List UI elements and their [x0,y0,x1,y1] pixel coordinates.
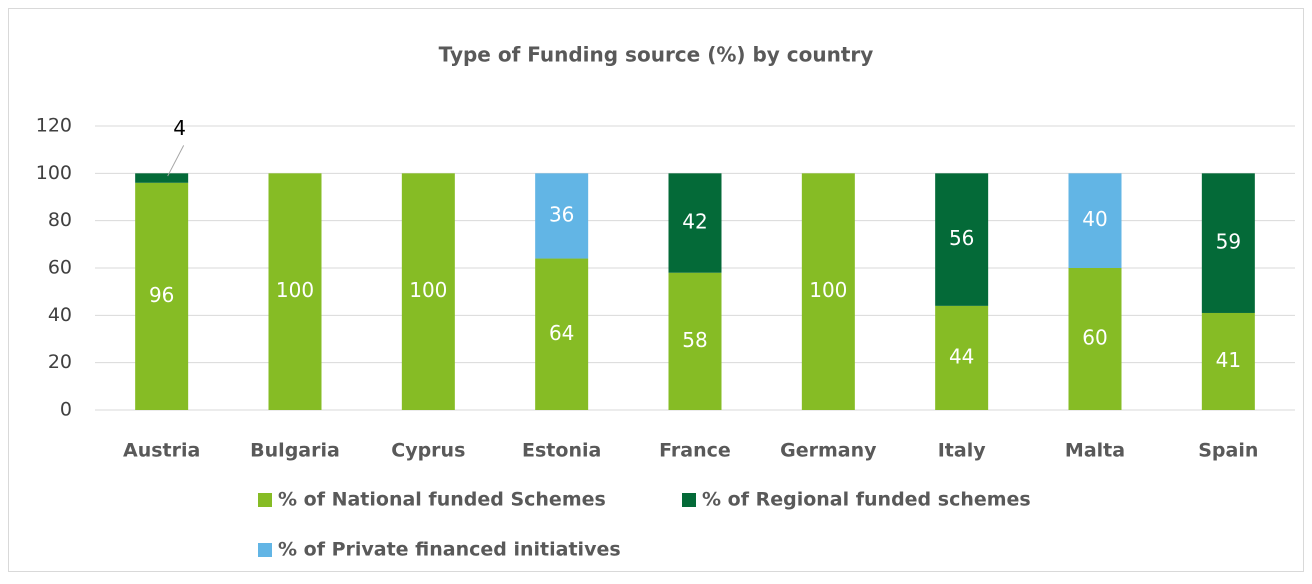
bar-segment [935,173,989,306]
bar-segment [1068,268,1122,410]
legend-swatch [258,543,272,557]
data-label: 60 [1082,326,1107,350]
y-tick-label: 0 [60,399,72,421]
y-tick-label: 80 [48,209,72,231]
data-label: 96 [149,283,174,307]
x-tick-label: Estonia [522,440,601,462]
bar-segment [535,173,589,259]
x-tick-label: Cyprus [391,440,465,462]
y-tick-label: 100 [36,162,72,184]
data-label: 64 [549,321,574,345]
data-label: 100 [409,278,447,302]
y-tick-label: 20 [48,351,72,373]
legend-label: % of Private financed initiatives [278,539,621,561]
legend-swatch [258,493,272,507]
x-tick-label: Spain [1198,440,1258,462]
x-tick-label: Bulgaria [250,440,340,462]
leader-line [167,145,185,177]
bar-segment [135,182,189,410]
x-tick-label: Italy [938,440,986,462]
data-label: 56 [949,226,974,250]
chart-title: Type of Funding source (%) by country [439,43,874,67]
legend-label: % of Regional funded schemes [702,489,1031,511]
bar-segment [801,173,855,410]
data-label: 58 [682,328,707,352]
bar-segment [935,305,989,410]
data-label: 4 [173,116,186,140]
bar-segment [268,173,322,410]
data-label: 36 [549,202,574,226]
data-label: 100 [809,278,847,302]
data-label: 59 [1216,230,1241,254]
bar-segment [135,173,189,183]
data-label: 42 [682,210,707,234]
data-label: 41 [1216,348,1241,372]
bar-segment [1201,173,1255,313]
bar-segment [668,173,722,273]
data-label: 100 [276,278,314,302]
legend-label: % of National funded Schemes [278,489,606,511]
legend-swatch [682,493,696,507]
x-tick-label: Germany [780,440,877,462]
bar-segment [668,272,722,410]
bar-segment [1201,312,1255,410]
x-tick-label: France [659,440,731,462]
x-tick-label: Austria [123,440,200,462]
data-label: 44 [949,344,974,368]
bar-segment [535,258,589,410]
data-label: 40 [1082,207,1107,231]
y-tick-label: 120 [36,115,72,137]
x-tick-label: Malta [1065,440,1125,462]
y-tick-label: 60 [48,257,72,279]
y-tick-label: 40 [48,304,72,326]
bar-segment [401,173,455,410]
bar-segment [1068,173,1122,268]
